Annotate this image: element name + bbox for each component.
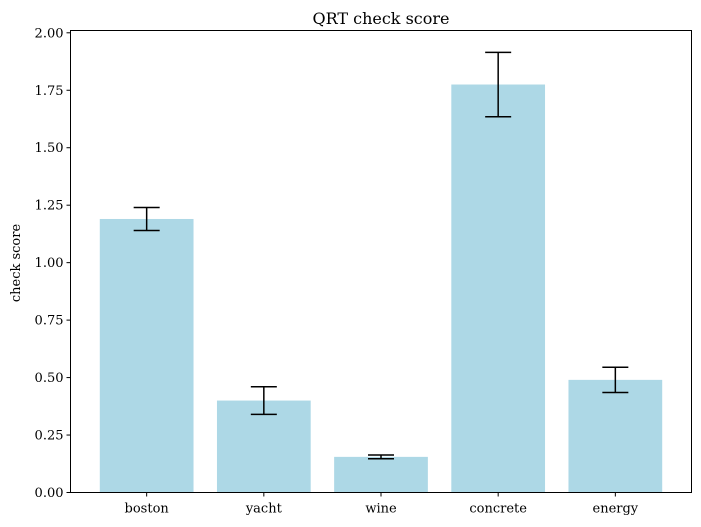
y-tick-label: 0.50 <box>35 371 64 386</box>
y-tick-label: 1.00 <box>35 256 64 271</box>
x-tick-label-wine: wine <box>365 502 397 517</box>
y-tick-label: 0.25 <box>35 429 64 444</box>
y-axis: 0.00 0.25 0.50 0.75 1.00 1.25 1.50 1.75 2.00 <box>35 26 71 501</box>
bar-yacht <box>216 400 311 493</box>
error-bars-layer <box>133 51 629 460</box>
bars-layer <box>99 84 663 493</box>
y-tick-label: 1.50 <box>35 141 64 156</box>
y-tick-label: 1.25 <box>35 199 64 214</box>
y-tick-label: 0.00 <box>35 486 64 501</box>
x-axis: boston yacht wine concrete energy <box>125 492 639 517</box>
bar-concrete <box>451 84 546 493</box>
x-tick-label-boston: boston <box>125 502 170 517</box>
y-tick-label: 2.00 <box>35 26 64 41</box>
bar-energy <box>568 379 663 493</box>
y-tick-label: 0.75 <box>35 314 64 329</box>
y-tick-label: 1.75 <box>35 84 64 99</box>
bar-boston <box>99 218 194 493</box>
x-tick-label-energy: energy <box>593 502 639 517</box>
x-tick-label-yacht: yacht <box>245 502 283 517</box>
y-axis-title: check score <box>9 224 24 303</box>
bar-wine <box>334 456 428 493</box>
x-tick-label-concrete: concrete <box>469 502 527 517</box>
chart-title: QRT check score <box>312 9 449 28</box>
plot-frame <box>70 30 692 493</box>
